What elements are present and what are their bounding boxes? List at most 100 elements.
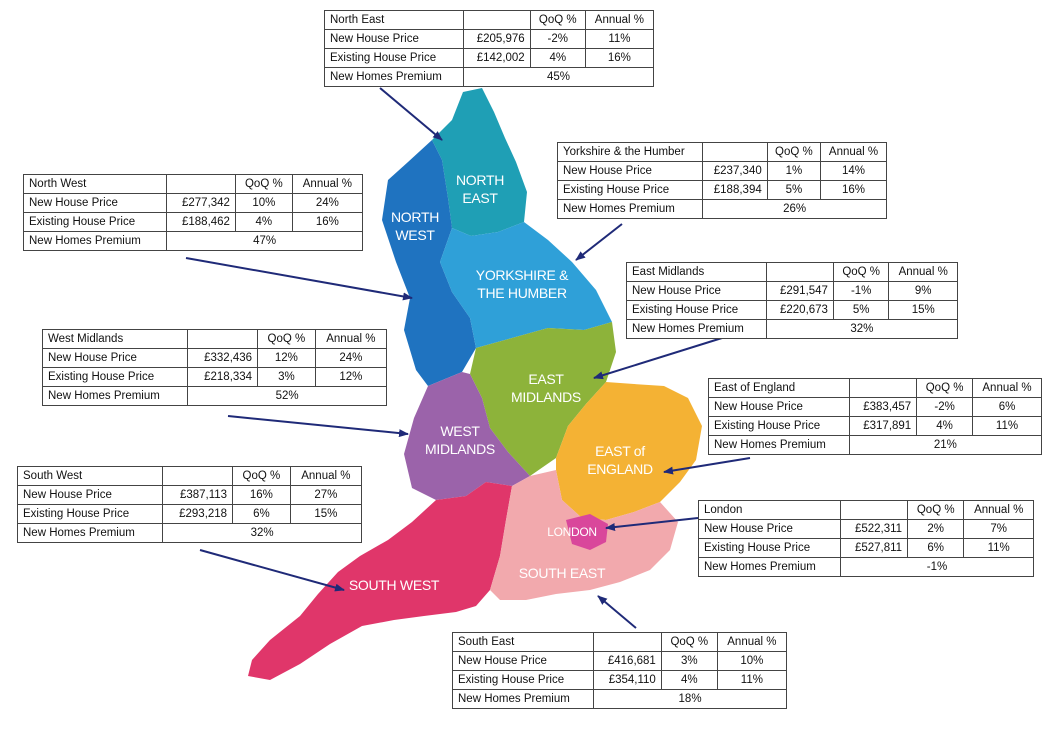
- row-label: New House Price: [708, 397, 850, 417]
- existing-price: £527,811: [839, 538, 909, 558]
- qoq-header: QoQ %: [529, 10, 586, 30]
- region-name: North East: [324, 10, 464, 30]
- new-qoq: 12%: [257, 348, 316, 368]
- existing-annual: 16%: [584, 48, 655, 68]
- qoq-header: QoQ %: [257, 329, 316, 349]
- row-label: Existing House Price: [22, 212, 168, 232]
- new-annual: 27%: [289, 485, 363, 505]
- svg-text:MIDLANDS: MIDLANDS: [425, 441, 495, 457]
- region-name: London: [698, 500, 841, 520]
- existing-qoq: 6%: [232, 504, 291, 524]
- row-label: Existing House Price: [556, 180, 704, 200]
- map-label-south-west: SOUTH WEST: [349, 577, 440, 593]
- region-name: Yorkshire & the Humber: [556, 142, 704, 162]
- row-label: New House Price: [41, 348, 189, 368]
- arrow-london: [605, 517, 699, 532]
- svg-text:ENGLAND: ENGLAND: [587, 461, 653, 477]
- annual-header: Annual %: [289, 466, 363, 486]
- new-price: £291,547: [765, 281, 834, 301]
- existing-annual: 12%: [314, 367, 388, 387]
- arrow-south-west: [199, 549, 345, 592]
- existing-qoq: 4%: [529, 48, 586, 68]
- region-name: East Midlands: [626, 262, 767, 282]
- map-label-london: LONDON: [547, 525, 597, 539]
- arrow-south-east: [597, 595, 637, 629]
- region-east-of-england: [556, 382, 702, 520]
- row-label: New House Price: [324, 29, 464, 49]
- premium-value: 47%: [166, 231, 363, 251]
- row-label: New Homes Premium: [22, 231, 168, 251]
- region-table-yorkshire-humber: Yorkshire & the Humber QoQ % Annual % New …: [556, 142, 887, 219]
- existing-price: £188,462: [166, 212, 236, 232]
- new-qoq: -2%: [916, 397, 973, 417]
- region-yorkshire-humber: [440, 222, 612, 348]
- qoq-header: QoQ %: [832, 262, 890, 282]
- annual-header: Annual %: [314, 329, 388, 349]
- existing-annual: 11%: [963, 538, 1034, 558]
- region-north-west: [382, 140, 476, 386]
- region-west-midlands: [404, 372, 530, 500]
- existing-annual: 15%: [888, 300, 958, 320]
- row-label: New Homes Premium: [16, 523, 164, 543]
- row-label: New Homes Premium: [698, 557, 841, 577]
- map-label-yorkshire-humber: YORKSHIRE & THE HUMBER: [476, 267, 570, 301]
- arrow-north-west: [185, 257, 413, 301]
- row-label: New Homes Premium: [556, 199, 704, 219]
- region-table-south-west: South West QoQ % Annual % New House Price £…: [16, 466, 363, 543]
- existing-annual: 11%: [716, 670, 788, 690]
- row-label: Existing House Price: [324, 48, 464, 68]
- existing-qoq: 4%: [916, 416, 973, 436]
- qoq-header: QoQ %: [660, 632, 718, 652]
- region-table-east-of-england: East of England QoQ % Annual % New House P…: [708, 378, 1043, 455]
- new-annual: 14%: [820, 161, 887, 181]
- region-east-midlands: [470, 322, 616, 476]
- new-annual: 9%: [888, 281, 958, 301]
- svg-text:EAST of: EAST of: [595, 443, 645, 459]
- new-annual: 24%: [314, 348, 388, 368]
- annual-header: Annual %: [716, 632, 788, 652]
- existing-annual: 11%: [972, 416, 1042, 436]
- new-qoq: 2%: [907, 519, 965, 539]
- existing-qoq: 5%: [832, 300, 890, 320]
- existing-price: £354,110: [593, 670, 662, 690]
- existing-qoq: 4%: [660, 670, 718, 690]
- new-qoq: 10%: [234, 193, 293, 213]
- existing-annual: 16%: [820, 180, 887, 200]
- qoq-header: QoQ %: [916, 378, 973, 398]
- svg-text:MIDLANDS: MIDLANDS: [511, 389, 581, 405]
- existing-price: £142,002: [462, 48, 531, 68]
- svg-text:EAST: EAST: [528, 371, 564, 387]
- annual-header: Annual %: [888, 262, 958, 282]
- existing-annual: 15%: [289, 504, 363, 524]
- row-label: Existing House Price: [698, 538, 841, 558]
- row-label: Existing House Price: [626, 300, 767, 320]
- new-qoq: -1%: [832, 281, 890, 301]
- existing-qoq: 4%: [234, 212, 293, 232]
- map-label-south-east: SOUTH EAST: [519, 565, 606, 581]
- region-table-north-west: North West QoQ % Annual % New House Price £…: [22, 174, 364, 251]
- annual-header: Annual %: [972, 378, 1042, 398]
- row-label: New House Price: [556, 161, 704, 181]
- map-label-west-midlands: WEST MIDLANDS: [425, 423, 495, 457]
- region-name: West Midlands: [41, 329, 189, 349]
- new-price: £416,681: [593, 651, 662, 671]
- region-north-east: [432, 88, 527, 236]
- new-price: £277,342: [166, 193, 236, 213]
- row-label: Existing House Price: [451, 670, 595, 690]
- arrow-east-of-england: [663, 457, 751, 475]
- qoq-header: QoQ %: [232, 466, 291, 486]
- new-qoq: 16%: [232, 485, 291, 505]
- premium-value: -1%: [839, 557, 1035, 577]
- region-table-north-east: North East QoQ % Annual % New House Price £…: [324, 10, 655, 87]
- row-label: New House Price: [22, 193, 168, 213]
- map-label-east-midlands: EAST MIDLANDS: [511, 371, 581, 405]
- existing-price: £317,891: [848, 416, 918, 436]
- existing-price: £293,218: [162, 504, 234, 524]
- row-label: New House Price: [698, 519, 841, 539]
- existing-price: £220,673: [765, 300, 834, 320]
- row-label: New Homes Premium: [708, 435, 850, 455]
- region-name: South East: [451, 632, 595, 652]
- region-name: East of England: [708, 378, 850, 398]
- new-annual: 24%: [291, 193, 364, 213]
